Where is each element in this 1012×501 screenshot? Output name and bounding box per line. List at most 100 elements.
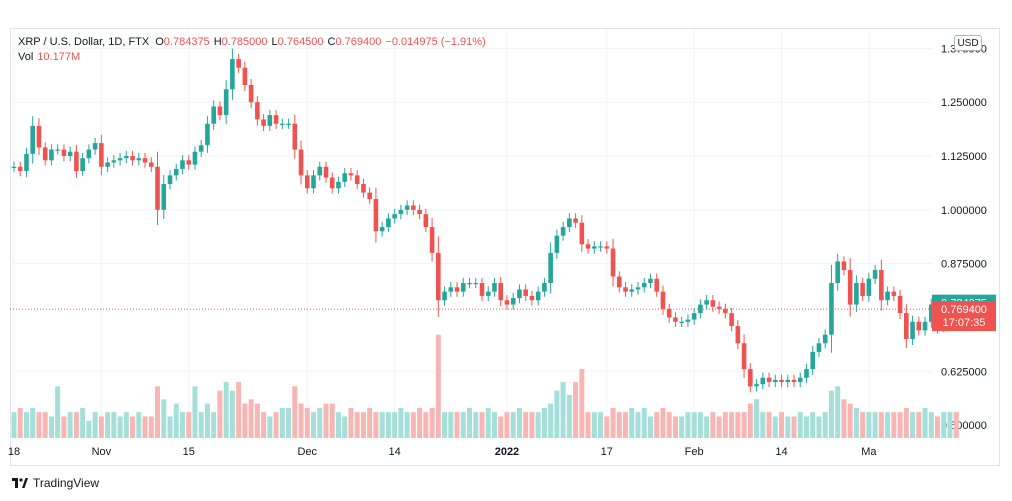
volume-bar xyxy=(710,412,716,438)
candle-body xyxy=(872,270,878,279)
volume-bar xyxy=(236,382,242,438)
time-tick-label: Ma xyxy=(861,446,877,458)
volume-bar xyxy=(273,412,279,438)
candle-body xyxy=(86,149,92,159)
volume-bar xyxy=(311,412,317,438)
volume-bar xyxy=(785,416,791,438)
symbol-title[interactable]: XRP / U.S. Dollar, 1D, FTX xyxy=(18,36,150,48)
last-close-tag xyxy=(932,301,996,332)
volume-bar xyxy=(853,407,859,438)
volume-bar xyxy=(897,412,903,438)
volume-bar xyxy=(155,386,161,438)
volume-bar xyxy=(167,416,173,438)
candle-body xyxy=(448,287,454,292)
candle-body xyxy=(741,343,747,370)
volume-bar xyxy=(467,407,473,438)
volume-bar xyxy=(598,412,604,438)
volume-bar xyxy=(816,416,822,438)
candle-body xyxy=(810,351,816,370)
volume-bar xyxy=(685,412,691,438)
volume-bar xyxy=(448,412,454,438)
candle-body xyxy=(111,160,117,163)
candle-body xyxy=(205,123,210,146)
volume-bar xyxy=(429,407,435,438)
candle-body xyxy=(286,123,291,125)
candle-body xyxy=(298,149,304,176)
candle-body xyxy=(267,115,273,126)
candle-body xyxy=(797,377,803,383)
time-tick-label: 14 xyxy=(775,446,787,458)
candle-body xyxy=(124,156,129,159)
candle-body xyxy=(760,377,766,385)
volume-bar xyxy=(541,407,547,438)
candle-body xyxy=(292,123,298,150)
currency-button[interactable]: USD xyxy=(954,35,982,51)
candle-body xyxy=(304,175,310,189)
candle-body xyxy=(904,313,909,339)
volume-bar xyxy=(385,412,391,438)
candle-body xyxy=(910,321,915,339)
volume-bar xyxy=(479,412,485,438)
volume-bar xyxy=(460,412,466,438)
volume-bar xyxy=(423,412,429,438)
candle-body xyxy=(573,218,578,223)
tradingview-logo[interactable]: TradingView xyxy=(12,475,99,491)
candle-body xyxy=(242,67,248,85)
volume-bar xyxy=(797,412,803,438)
volume-bar xyxy=(417,407,423,438)
candle-body xyxy=(273,115,279,124)
candle-body xyxy=(685,319,691,322)
volume-bar xyxy=(629,407,635,438)
volume-bar xyxy=(61,416,67,438)
symbol-legend: XRP / U.S. Dollar, 1D, FTX O0.784375 H0.78… xyxy=(18,35,486,49)
volume-bar xyxy=(610,407,616,438)
candle-body xyxy=(885,291,890,301)
candle-body xyxy=(49,149,54,161)
candle-body xyxy=(317,166,323,176)
candle-body xyxy=(74,151,79,172)
volume-bar xyxy=(242,403,248,438)
candle-body xyxy=(148,162,154,167)
volume-label[interactable]: Vol xyxy=(18,51,34,63)
volume-bar xyxy=(111,412,117,438)
volume-bar xyxy=(286,407,292,438)
candle-body xyxy=(791,379,797,383)
candle-body xyxy=(679,321,684,323)
candle-body xyxy=(442,291,447,301)
volume-bar xyxy=(754,399,760,438)
candle-body xyxy=(429,227,435,253)
candle-body xyxy=(879,270,884,301)
candle-body xyxy=(535,291,541,301)
candle-body xyxy=(623,287,628,292)
candle-body xyxy=(635,287,641,290)
close-label: C xyxy=(327,36,336,48)
volume-bar xyxy=(67,412,73,438)
volume-bar xyxy=(48,416,54,438)
open-label: O xyxy=(155,36,164,48)
volume-bar xyxy=(367,407,373,438)
candle-body xyxy=(155,166,160,210)
volume-bar xyxy=(491,412,497,438)
candle-body xyxy=(398,209,404,215)
candle-body xyxy=(604,246,610,249)
volume-bar xyxy=(254,403,260,438)
candle-body xyxy=(866,278,872,296)
candle-body xyxy=(928,304,934,322)
candle-body xyxy=(373,199,379,232)
candle-body xyxy=(436,252,441,301)
tradingview-logo-text: TradingView xyxy=(33,476,100,490)
volume-bar xyxy=(485,407,491,438)
time-tick-label: 2022 xyxy=(495,446,519,458)
candle-body xyxy=(99,143,104,167)
candle-body xyxy=(829,283,834,335)
candle-body xyxy=(142,158,148,163)
volume-bar xyxy=(211,412,217,438)
volume-bar xyxy=(729,412,735,438)
high-value: 0.785000 xyxy=(221,36,268,48)
candle-body xyxy=(423,214,429,228)
volume-bar xyxy=(473,412,479,438)
volume-bar xyxy=(860,412,866,438)
candle-body xyxy=(629,289,635,292)
volume-bar xyxy=(591,412,597,438)
